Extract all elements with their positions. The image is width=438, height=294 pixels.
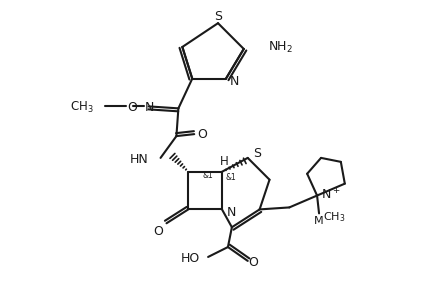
Text: N: N — [145, 101, 154, 114]
Text: M: M — [314, 216, 323, 226]
Text: S: S — [214, 10, 222, 23]
Text: O: O — [127, 101, 137, 114]
Text: O: O — [248, 256, 258, 269]
Text: N: N — [226, 206, 236, 219]
Text: HN: HN — [130, 153, 148, 166]
Text: &1: &1 — [226, 173, 236, 182]
Text: S: S — [252, 147, 260, 161]
Text: CH$_3$: CH$_3$ — [322, 211, 345, 224]
Text: N$^+$: N$^+$ — [320, 187, 340, 202]
Text: CH$_3$: CH$_3$ — [69, 100, 93, 115]
Text: O: O — [153, 225, 163, 238]
Text: HO: HO — [180, 253, 200, 265]
Text: NH$_2$: NH$_2$ — [267, 39, 292, 54]
Text: H: H — [219, 155, 228, 168]
Text: &1: &1 — [202, 171, 212, 180]
Text: O: O — [197, 128, 207, 141]
Text: N: N — [230, 75, 239, 88]
